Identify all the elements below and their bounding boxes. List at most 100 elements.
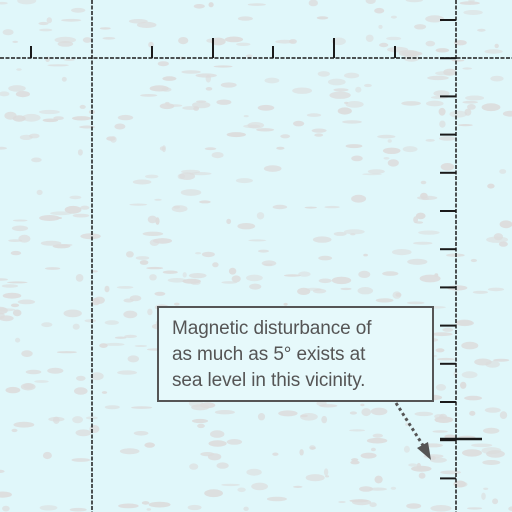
texture-speckle: [47, 17, 52, 23]
texture-speckle: [371, 408, 388, 416]
texture-speckle: [34, 380, 48, 383]
texture-speckle: [482, 103, 501, 111]
texture-speckle: [72, 458, 91, 462]
texture-speckle: [2, 506, 10, 512]
texture-speckle: [391, 487, 396, 490]
texture-speckle: [433, 430, 448, 433]
texture-speckle: [500, 220, 512, 228]
texture-speckle: [154, 199, 162, 201]
texture-speckle: [16, 91, 30, 97]
texture-speckle: [12, 41, 18, 43]
texture-speckle: [57, 351, 77, 353]
texture-speckle: [143, 232, 164, 236]
texture-speckle: [407, 302, 425, 305]
texture-speckle: [456, 482, 468, 488]
texture-speckle: [256, 128, 274, 131]
texture-speckle: [3, 29, 14, 35]
texture-speckle: [340, 288, 351, 290]
texture-speckle: [48, 417, 64, 422]
texture-speckle: [206, 87, 213, 91]
texture-speckle: [382, 271, 398, 276]
texture-speckle: [204, 489, 223, 497]
texture-speckle: [182, 106, 199, 110]
texture-speckle: [105, 320, 119, 325]
texture-speckle: [70, 508, 87, 512]
texture-speckle: [456, 320, 474, 326]
texture-speckle: [439, 108, 446, 116]
texture-speckle: [284, 274, 301, 277]
texture-speckle: [162, 87, 172, 91]
note-line-1: Magnetic disturbance of: [172, 316, 432, 342]
texture-speckle: [463, 10, 482, 15]
texture-speckle: [361, 408, 371, 416]
texture-speckle: [238, 16, 253, 20]
texture-speckle: [232, 275, 241, 282]
texture-speckle: [318, 256, 332, 261]
texture-speckle: [493, 359, 509, 362]
texture-speckle: [168, 278, 187, 283]
texture-speckle: [487, 184, 494, 189]
texture-speckle: [131, 406, 152, 409]
texture-speckle: [117, 286, 134, 289]
texture-speckle: [471, 444, 492, 448]
texture-speckle: [299, 449, 303, 455]
texture-speckle: [129, 204, 147, 206]
texture-speckle: [321, 416, 327, 423]
texture-speckle: [338, 107, 352, 114]
texture-speckle: [458, 124, 473, 126]
texture-speckle: [436, 48, 450, 52]
texture-speckle: [313, 236, 332, 242]
texture-speckle: [147, 309, 152, 316]
texture-speckle: [248, 3, 266, 6]
texture-speckle: [289, 39, 297, 44]
texture-speckle: [158, 61, 169, 66]
texture-speckle: [64, 59, 75, 61]
texture-speckle: [160, 103, 175, 109]
texture-speckle: [114, 124, 125, 130]
texture-speckle: [249, 284, 261, 290]
texture-speckle: [358, 287, 374, 294]
texture-speckle: [378, 25, 382, 29]
texture-speckle: [43, 452, 52, 459]
texture-speckle: [63, 310, 81, 318]
texture-speckle: [196, 73, 217, 77]
texture-speckle: [258, 413, 265, 420]
texture-speckle: [500, 411, 507, 419]
texture-speckle: [69, 196, 81, 200]
texture-speckle: [293, 121, 304, 127]
texture-speckle: [319, 404, 337, 407]
texture-speckle: [134, 431, 149, 436]
texture-speckle: [366, 35, 374, 42]
texture-speckle: [393, 291, 402, 298]
texture-speckle: [80, 206, 89, 210]
texture-speckle: [162, 76, 176, 81]
texture-speckle: [418, 231, 440, 235]
texture-speckle: [319, 279, 332, 284]
texture-speckle: [358, 271, 370, 278]
texture-speckle: [26, 370, 42, 375]
texture-speckle: [387, 47, 408, 53]
magnetic-disturbance-note: Magnetic disturbance of as much as 5° ex…: [157, 306, 434, 402]
texture-speckle: [376, 298, 394, 302]
texture-speckle: [483, 428, 499, 434]
texture-speckle: [137, 22, 157, 28]
texture-speckle: [73, 324, 80, 330]
texture-speckle: [53, 116, 64, 120]
texture-speckle: [436, 348, 445, 352]
texture-speckle: [264, 165, 282, 172]
texture-speckle: [324, 468, 328, 475]
texture-speckle: [420, 275, 441, 283]
texture-speckle: [106, 136, 115, 140]
texture-speckle: [467, 507, 482, 509]
texture-speckle: [140, 260, 149, 265]
texture-speckle: [342, 120, 362, 123]
texture-speckle: [50, 211, 72, 215]
texture-speckle: [147, 508, 152, 511]
texture-speckle: [307, 113, 321, 117]
texture-speckle: [408, 463, 417, 466]
texture-speckle: [72, 416, 83, 423]
texture-speckle: [421, 181, 427, 184]
texture-speckle: [243, 125, 260, 129]
texture-speckle: [436, 384, 446, 391]
texture-speckle: [126, 251, 134, 257]
